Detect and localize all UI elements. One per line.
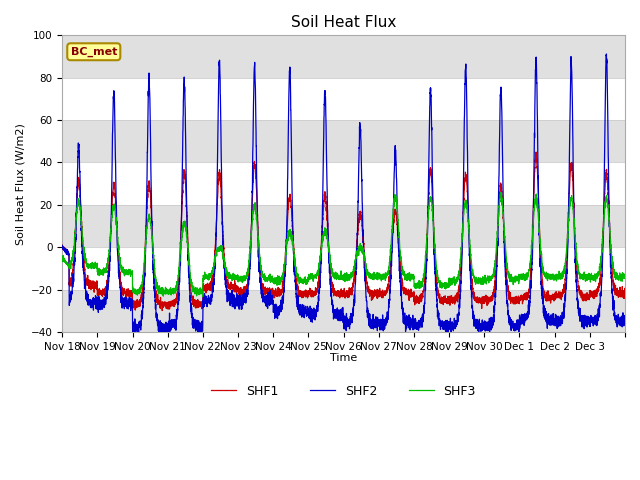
SHF2 (603, 51, 611, 57)
SHF3 (175, 265, 182, 271)
SHF2 (58, 245, 66, 251)
SHF2 (499, 126, 506, 132)
SHF2 (395, 243, 403, 249)
SHF2 (621, 316, 629, 322)
Text: BC_met: BC_met (70, 47, 117, 57)
SHF1 (621, 291, 629, 297)
SHF1 (532, 149, 540, 155)
Title: Soil Heat Flux: Soil Heat Flux (291, 15, 396, 30)
Bar (62, 205, 625, 247)
Bar (62, 289, 625, 332)
SHF1 (175, 271, 183, 276)
Bar (62, 120, 625, 162)
Line: SHF1: SHF1 (62, 152, 625, 311)
Line: SHF3: SHF3 (62, 192, 625, 297)
SHF1 (541, 294, 548, 300)
SHF3 (621, 273, 629, 278)
SHF1 (395, 241, 403, 247)
Legend: SHF1, SHF2, SHF3: SHF1, SHF2, SHF3 (206, 380, 481, 403)
SHF3 (541, 270, 548, 276)
SHF1 (58, 242, 66, 248)
SHF2 (540, 311, 548, 317)
SHF3 (199, 294, 207, 300)
SHF3 (395, 228, 403, 234)
X-axis label: Time: Time (330, 353, 357, 363)
SHF3 (526, 264, 534, 270)
SHF3 (497, 190, 505, 195)
SHF1 (365, 284, 372, 289)
Y-axis label: Soil Heat Flux (W/m2): Soil Heat Flux (W/m2) (15, 123, 25, 245)
SHF3 (58, 253, 66, 259)
Bar (62, 36, 625, 78)
SHF2 (526, 299, 534, 304)
SHF1 (499, 195, 506, 201)
SHF3 (499, 199, 506, 204)
SHF2 (130, 335, 138, 340)
SHF2 (365, 317, 372, 323)
SHF1 (158, 308, 166, 313)
SHF3 (365, 269, 372, 275)
Line: SHF2: SHF2 (62, 54, 625, 337)
SHF2 (175, 292, 183, 298)
SHF1 (526, 283, 534, 288)
